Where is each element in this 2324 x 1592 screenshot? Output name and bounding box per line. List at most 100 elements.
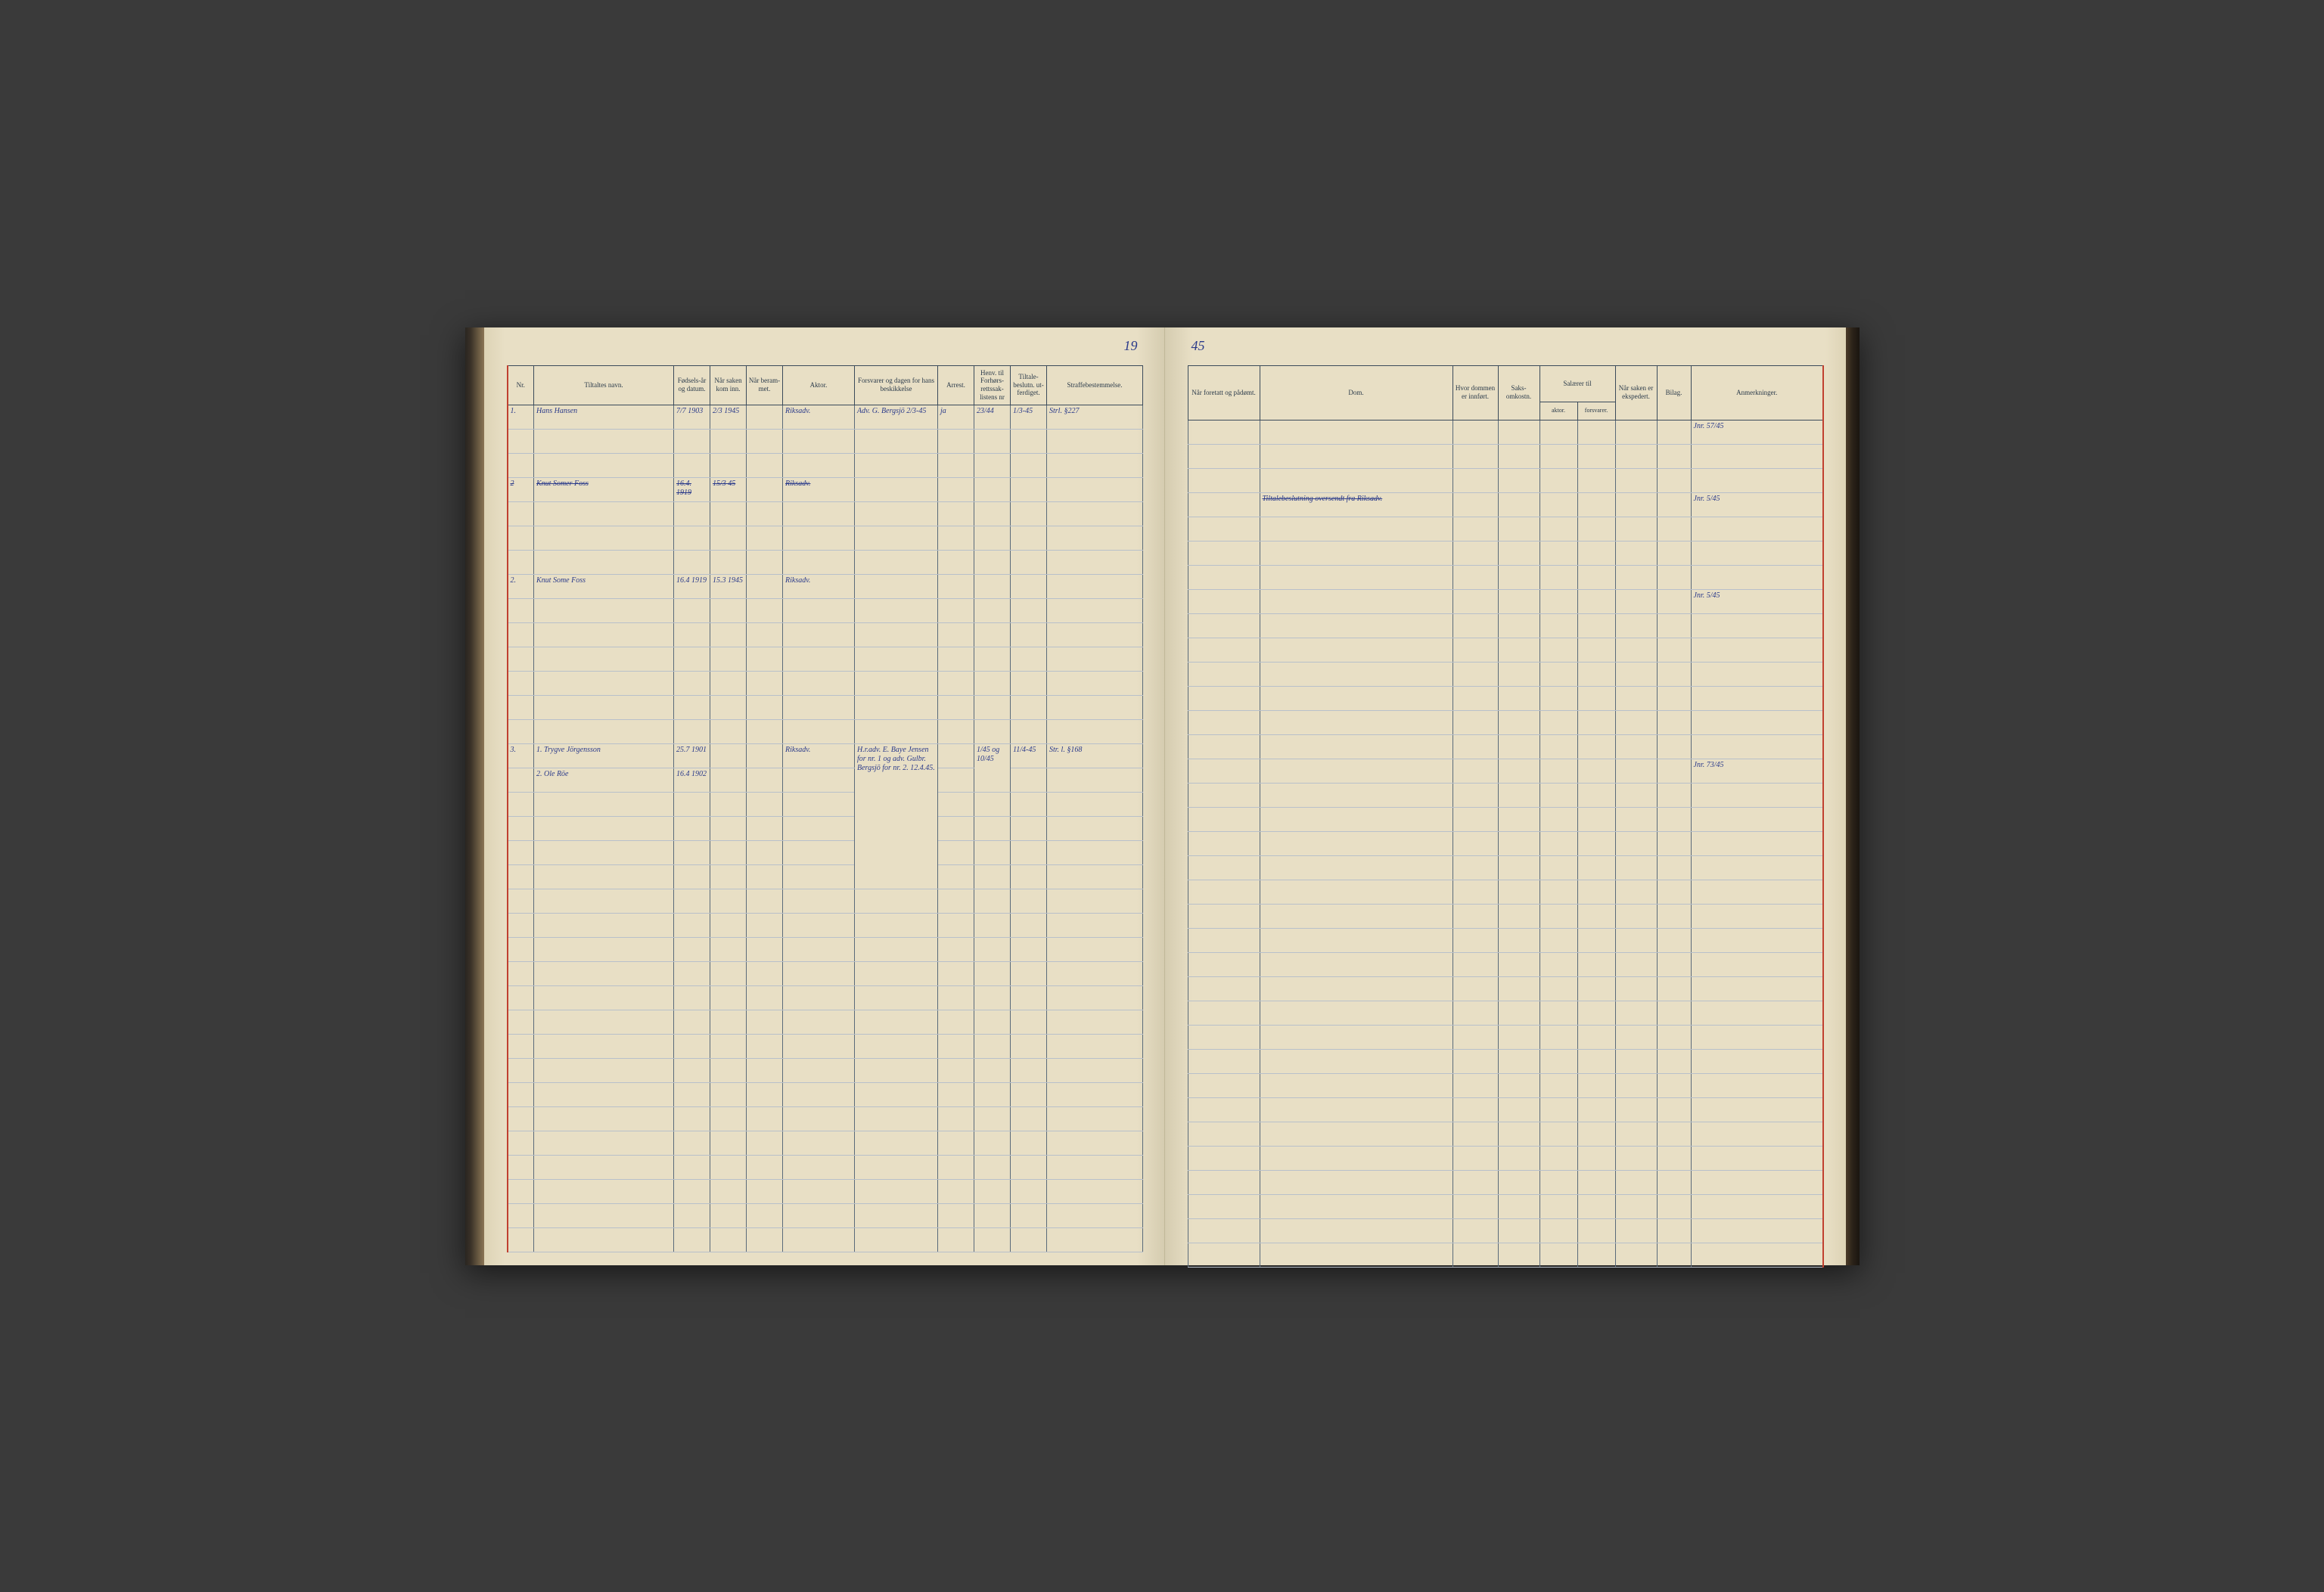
book-binding-right: [1846, 327, 1860, 1265]
table-row: Tiltalebeslutning oversendt fra Riksadv.…: [1188, 492, 1823, 517]
table-row: 1. Hans Hansen 7/7 1903 2/3 1945 Riksadv…: [508, 405, 1143, 429]
table-row: [508, 550, 1143, 574]
table-row: [508, 1082, 1143, 1106]
table-row: [508, 1058, 1143, 1082]
cell-narsaken: 2/3 1945: [710, 405, 747, 429]
table-row: [1188, 1218, 1823, 1243]
table-row: [1188, 444, 1823, 468]
table-row: [508, 1106, 1143, 1131]
cell-fodsels: 7/7 1903: [674, 405, 710, 429]
table-row: [1188, 1073, 1823, 1097]
col-aktor: Aktor.: [783, 365, 855, 405]
col-hvor: Hvor dommen er innført.: [1452, 365, 1498, 420]
cell-nr: 1.: [508, 405, 534, 429]
cell-navn: Knut Some Foss: [534, 574, 674, 598]
table-row: [508, 913, 1143, 937]
table-row: 2 Knut Somer Foss 16.4. 1919 15/3 45 Rik…: [508, 477, 1143, 501]
table-row: [508, 816, 1143, 840]
table-row: [1188, 734, 1823, 759]
cell-aktor: Riksadv.: [783, 743, 855, 768]
table-row: [1188, 1243, 1823, 1267]
col-dom: Dom.: [1260, 365, 1452, 420]
cell-fodsels: 25.7 1901: [674, 743, 710, 768]
cell-anm: Jnr. 73/45: [1691, 759, 1823, 783]
table-row: [1188, 541, 1823, 565]
table-row: [508, 429, 1143, 453]
table-row: [1188, 565, 1823, 589]
table-row: [508, 1155, 1143, 1179]
col-nar-saken: Når saken kom inn.: [710, 365, 747, 405]
table-row: 2. Ole Röe 16.4 1902: [508, 768, 1143, 792]
cell-forsvarer: Adv. G. Bergsjö 2/3-45: [855, 405, 938, 429]
cell-navn: 1. Trygve Jörgensson: [534, 743, 674, 768]
col-nar-saken-eksp: Når saken er ekspedert.: [1615, 365, 1657, 420]
col-anmerkninger: Anmerkninger.: [1691, 365, 1823, 420]
table-row: [508, 864, 1143, 889]
table-row: [508, 961, 1143, 985]
table-row: [1188, 662, 1823, 686]
table-row: [508, 598, 1143, 622]
col-saks: Saks-omkostn.: [1498, 365, 1539, 420]
cell-fodsels: 16.4 1919: [674, 574, 710, 598]
table-row: Jnr. 73/45: [1188, 759, 1823, 783]
book-binding-left: [465, 327, 484, 1265]
cell-narsaken: 15.3 1945: [710, 574, 747, 598]
cell-fodsels2: 16.4 1902: [674, 768, 710, 792]
header-row-left: Nr. Tiltaltes navn. Fødsels-år og datum.…: [508, 365, 1143, 405]
cell-dom: Tiltalebeslutning oversendt fra Riksadv.: [1260, 492, 1452, 517]
table-row: [1188, 807, 1823, 831]
table-row: [508, 453, 1143, 477]
table-row: [508, 1203, 1143, 1227]
table-row: [508, 1179, 1143, 1203]
col-navn: Tiltaltes navn.: [534, 365, 674, 405]
table-row: [1188, 468, 1823, 492]
cell-anm: Jnr. 5/45: [1691, 492, 1823, 517]
table-row: [508, 526, 1143, 550]
table-row: [1188, 1097, 1823, 1122]
cell-narsaken: 15/3 45: [710, 477, 747, 501]
table-row: [508, 671, 1143, 695]
col-forsvarer: Forsvarer og dagen for hans beskikkelse: [855, 365, 938, 405]
table-row: [508, 1034, 1143, 1058]
table-row: [508, 1131, 1143, 1155]
table-row: [1188, 1025, 1823, 1049]
table-row: [1188, 1194, 1823, 1218]
table-row: [508, 840, 1143, 864]
table-row: [1188, 831, 1823, 855]
cell-tiltale: 1/3-45: [1011, 405, 1047, 429]
table-row: [1188, 613, 1823, 638]
cell-aktor: Riksadv.: [783, 574, 855, 598]
cell-nr: 2: [508, 477, 534, 501]
cell-henv: 23/44: [974, 405, 1011, 429]
table-row: [508, 1227, 1143, 1252]
cell-tiltale: 11/4-45: [1011, 743, 1047, 768]
table-row: [508, 985, 1143, 1010]
cell-forsvarer: H.r.adv. E. Baye Jensen for nr. 1 og adv…: [855, 743, 938, 889]
table-row: [1188, 1170, 1823, 1194]
ledger-table-left: Nr. Tiltaltes navn. Fødsels-år og datum.…: [507, 365, 1144, 1252]
col-sal-aktor: aktor.: [1539, 402, 1577, 420]
table-row: [508, 792, 1143, 816]
year-suffix: 45: [1192, 339, 1205, 354]
table-row: [508, 622, 1143, 647]
table-row: Jnr. 57/45: [1188, 420, 1823, 444]
table-row: [508, 501, 1143, 526]
left-page: 19 Nr. Tiltaltes navn. Fødsels-år og: [484, 327, 1165, 1265]
cell-navn: Knut Somer Foss: [534, 477, 674, 501]
table-row: 3. 1. Trygve Jörgensson 25.7 1901 Riksad…: [508, 743, 1143, 768]
col-arrest: Arrest.: [938, 365, 974, 405]
table-row: [1188, 1049, 1823, 1073]
table-row: [1188, 686, 1823, 710]
ledger-book: 19 Nr. Tiltaltes navn. Fødsels-år og: [465, 327, 1860, 1265]
cell-anm: Jnr. 57/45: [1691, 420, 1823, 444]
col-tiltale: Tiltale-beslutn. ut-ferdiget.: [1011, 365, 1047, 405]
table-row: [1188, 880, 1823, 904]
table-row: [1188, 1122, 1823, 1146]
table-row: [1188, 952, 1823, 976]
table-row: [508, 719, 1143, 743]
table-row: [1188, 638, 1823, 662]
cell-aktor: Riksadv.: [783, 405, 855, 429]
table-row: [1188, 1001, 1823, 1025]
cell-aktor: Riksadv.: [783, 477, 855, 501]
col-nar-beram: Når beram-met.: [747, 365, 783, 405]
